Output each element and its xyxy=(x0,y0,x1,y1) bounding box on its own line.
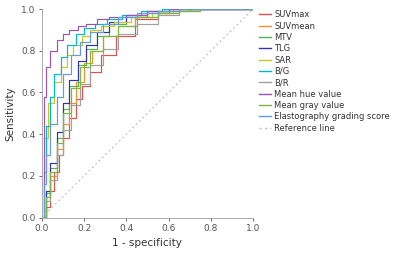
Legend: SUVmax, SUVmean, MTV, TLG, SAR, B/G, B/R, Mean hue value, Mean gray value, Elast: SUVmax, SUVmean, MTV, TLG, SAR, B/G, B/R… xyxy=(255,7,394,136)
X-axis label: 1 - specificity: 1 - specificity xyxy=(112,239,182,248)
Y-axis label: Sensitivity: Sensitivity xyxy=(6,86,16,141)
